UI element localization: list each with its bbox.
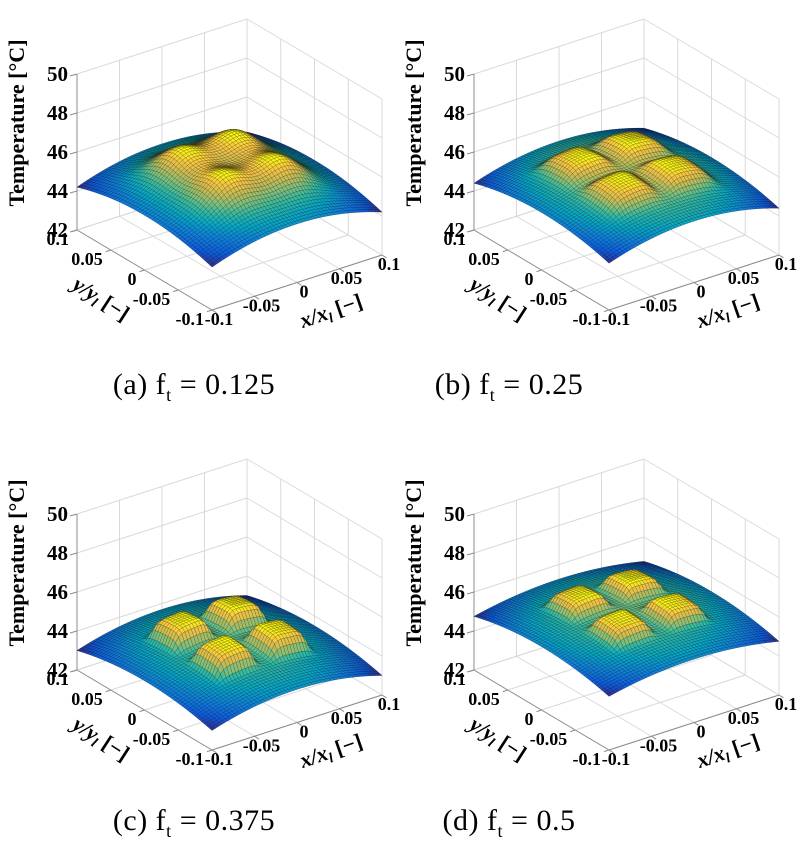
- caption-text: (a) f: [112, 368, 167, 401]
- caption-subscript: t: [489, 385, 496, 405]
- caption-subscript: t: [166, 821, 172, 841]
- surface-plot-b: [397, 0, 800, 340]
- subplot-caption-b: (b) ft = 0.25: [434, 368, 584, 405]
- caption-text: (d) f: [442, 804, 498, 837]
- surface-plot-panel-d: [397, 440, 800, 780]
- surface-plot-a: [0, 0, 406, 340]
- subplot-caption-d: (d) ft = 0.5: [442, 804, 576, 841]
- caption-text: (b) f: [434, 368, 490, 401]
- surface-plot-panel-b: [397, 0, 800, 340]
- caption-subscript: t: [497, 821, 504, 841]
- surface-plot-panel-a: [0, 0, 406, 340]
- surface-plot-panel-c: [0, 440, 406, 780]
- caption-value: = 0.125: [171, 368, 276, 401]
- caption-value: = 0.5: [503, 804, 576, 837]
- caption-text: (c) f: [112, 804, 167, 837]
- surface-plot-c: [0, 440, 406, 780]
- subplot-caption-c: (c) ft = 0.375: [112, 804, 276, 841]
- subplot-caption-a: (a) ft = 0.125: [112, 368, 276, 405]
- caption-value: = 0.25: [495, 368, 584, 401]
- caption-value: = 0.375: [171, 804, 276, 837]
- surface-plot-d: [397, 440, 800, 780]
- caption-subscript: t: [166, 385, 172, 405]
